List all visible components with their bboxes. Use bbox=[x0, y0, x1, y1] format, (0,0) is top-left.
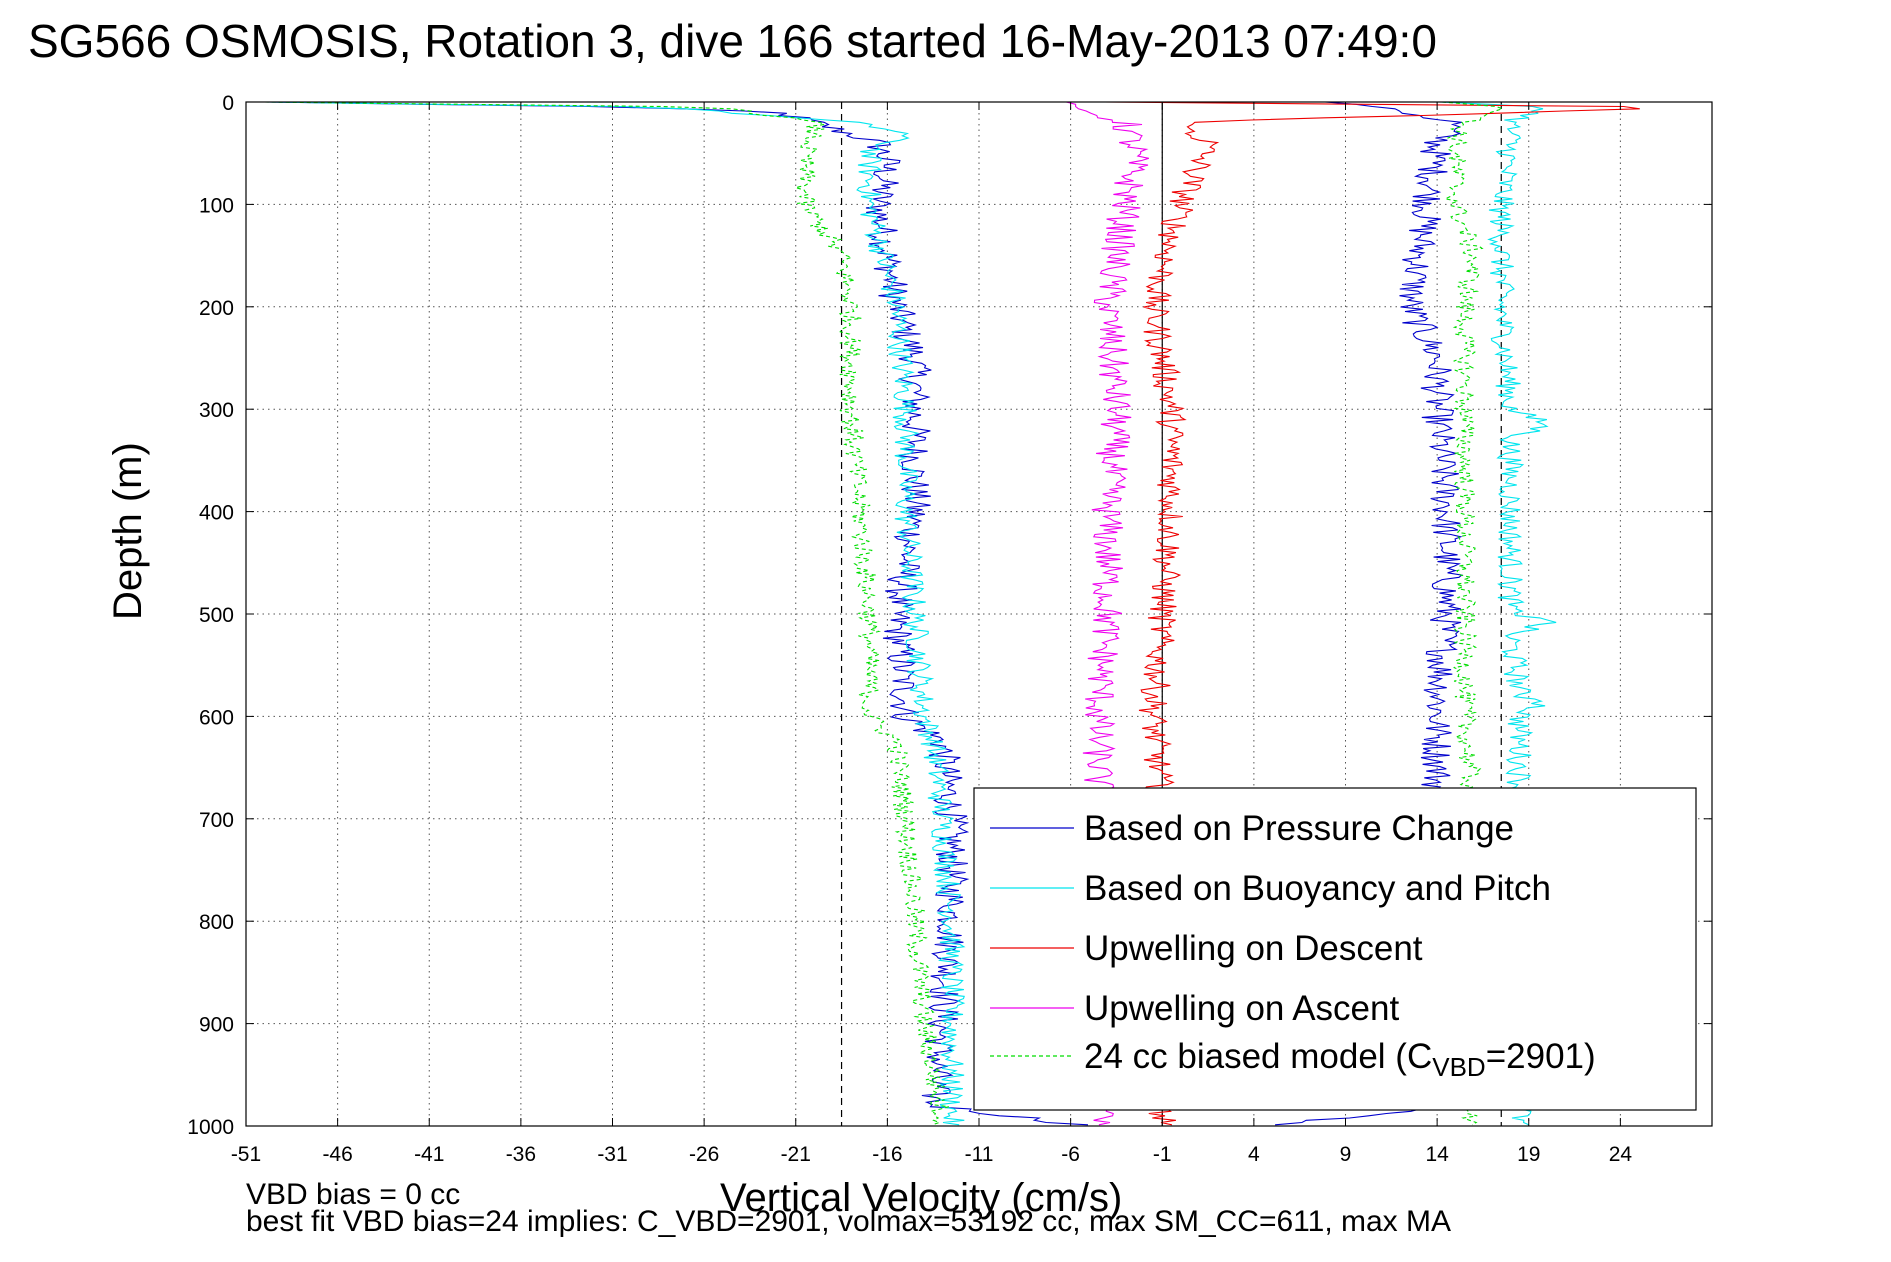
x-tick-label: -26 bbox=[689, 1143, 719, 1166]
chart-legend: Based on Pressure Change Based on Buoyanc… bbox=[973, 787, 1697, 1111]
y-axis-ticks: 0 100 200 300 400 500 600 700 800 900 1000 bbox=[187, 92, 1712, 1139]
x-tick-label: -41 bbox=[414, 1143, 444, 1166]
legend-label: Upwelling on Ascent bbox=[1084, 989, 1399, 1028]
legend-label: Based on Pressure Change bbox=[1084, 809, 1514, 848]
x-tick-label: -46 bbox=[322, 1143, 352, 1166]
y-tick-label: 500 bbox=[199, 604, 234, 627]
chart-title: SG566 OSMOSIS, Rotation 3, dive 166 star… bbox=[28, 15, 1437, 67]
y-tick-label: 100 bbox=[199, 194, 234, 217]
series-line-based-on-buoyancy-and-pitch-descent bbox=[265, 101, 966, 1126]
y-tick-label: 600 bbox=[199, 706, 234, 729]
y-axis-label: Depth (m) bbox=[106, 442, 150, 620]
legend-label: Based on Buoyancy and Pitch bbox=[1084, 869, 1551, 908]
y-tick-label: 200 bbox=[199, 297, 234, 320]
legend-box bbox=[973, 787, 1697, 1111]
y-tick-label: 0 bbox=[222, 92, 234, 115]
x-tick-label: -11 bbox=[965, 1143, 994, 1166]
x-tick-label: 19 bbox=[1517, 1143, 1540, 1166]
y-tick-label: 1000 bbox=[187, 1116, 234, 1139]
legend-label: Upwelling on Descent bbox=[1084, 929, 1423, 968]
y-tick-label: 400 bbox=[199, 502, 234, 525]
x-tick-label: -1 bbox=[1153, 1143, 1172, 1166]
x-tick-label: 4 bbox=[1248, 1143, 1260, 1166]
footer-vbd-bias: VBD bias = 0 cc bbox=[246, 1178, 461, 1211]
x-tick-label: 14 bbox=[1425, 1143, 1449, 1166]
x-tick-label: -6 bbox=[1061, 1143, 1080, 1166]
x-tick-label: -51 bbox=[231, 1143, 261, 1166]
legend-label-suffix: =2901) bbox=[1486, 1037, 1596, 1076]
x-tick-label: -16 bbox=[872, 1143, 902, 1166]
x-tick-label: -36 bbox=[506, 1143, 536, 1166]
legend-label-subscript: VBD bbox=[1432, 1052, 1485, 1082]
x-tick-label: 24 bbox=[1609, 1143, 1633, 1166]
y-tick-label: 900 bbox=[199, 1014, 234, 1037]
y-tick-label: 800 bbox=[199, 911, 234, 934]
x-tick-label: 9 bbox=[1340, 1143, 1352, 1166]
legend-label: 24 cc biased model (CVBD=2901) bbox=[1084, 1037, 1596, 1082]
footer-best-fit: best fit VBD bias=24 implies: C_VBD=2901… bbox=[246, 1205, 1451, 1238]
y-tick-label: 700 bbox=[199, 809, 234, 832]
y-tick-label: 300 bbox=[199, 399, 234, 422]
series-line-based-on-pressure-change-descent bbox=[265, 101, 1089, 1126]
x-tick-label: -31 bbox=[597, 1143, 627, 1166]
x-axis-label: Vertical Velocity (cm/s) bbox=[720, 1176, 1123, 1220]
x-axis-ticks: -51 -46 -41 -36 -31 -26 -21 -16 -11 -6 -1 4 9 14 19 24 bbox=[231, 102, 1633, 1166]
series-line-24-cc-biased-model-c-vbd-2901-descent bbox=[264, 101, 949, 1126]
x-tick-label: -21 bbox=[781, 1143, 811, 1166]
